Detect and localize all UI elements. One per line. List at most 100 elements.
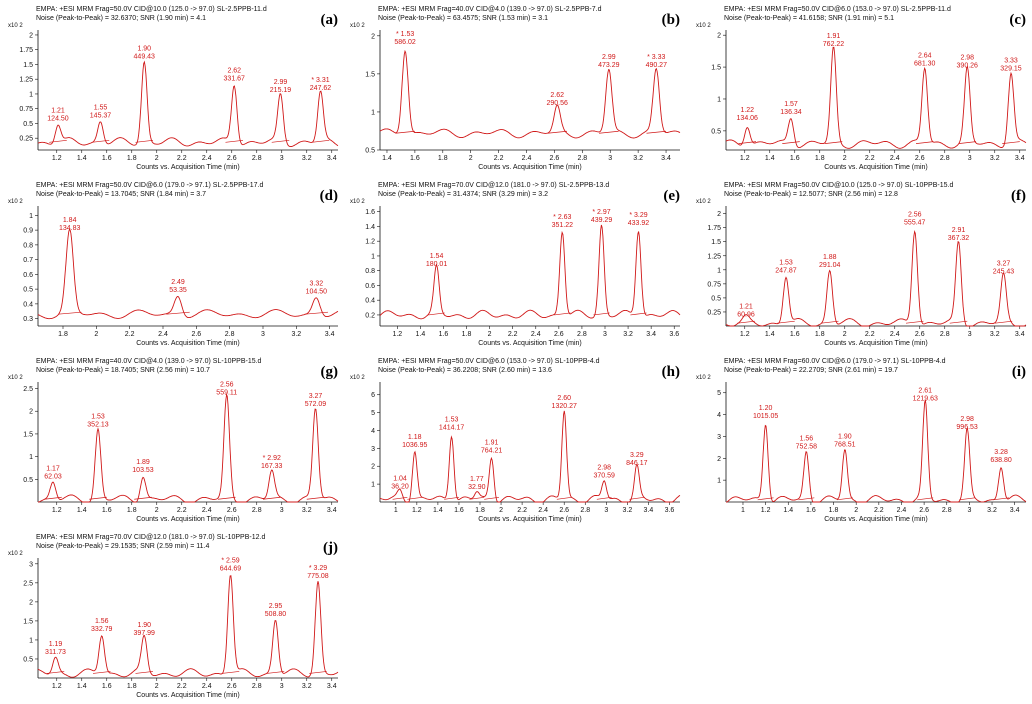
peak-rt-label: 1.91 [827,33,841,40]
x-tick-label: 2.4 [531,331,541,338]
peak-rt-label: 2.61 [918,388,932,395]
chart-title: EMPA: +ESI MRM Frag=70.0V CID@12.0 (181.… [36,534,265,541]
noise-snr-text: Noise (Peak-to-Peak) = 13.7045; SNR (1.8… [36,191,206,198]
peak-rt-label: 1.54 [430,253,444,260]
x-tick-label: 2 [843,155,847,162]
y-tick-label: 0.5 [23,477,33,484]
peak-baseline [599,130,619,134]
peak-baseline [824,141,843,144]
peak-baseline [820,320,839,324]
chart-title: EMPA: +ESI MRM Frag=60.0V CID@6.0 (179.0… [724,358,946,365]
x-tick-label: 1.2 [52,507,62,514]
peak-rt-label: 1.19 [49,641,63,648]
peak-baseline [646,130,667,134]
peak-area-label: 145.37 [90,113,112,120]
x-tick-label: 1.8 [127,683,137,690]
peak-area-label: 62.03 [44,474,62,481]
peak-baseline [57,311,82,315]
peak-area-label: 752.58 [796,444,818,451]
y-tick-label: 4 [371,428,375,435]
peak-area-label: 473.29 [598,62,620,69]
y-tick-label: 0.3 [23,316,33,323]
peak-area-label: 104.50 [306,289,328,296]
y-tick-label: 2 [29,32,33,39]
peak-rt-label: 1.90 [137,46,151,53]
noise-snr-text: Noise (Peak-to-Peak) = 41.6158; SNR (1.9… [724,15,894,22]
peak-area-label: 508.80 [265,611,287,618]
x-tick-label: 1.4 [77,155,87,162]
x-tick-label: 3 [604,507,608,514]
chromatogram-c: EMPA: +ESI MRM Frag=50.0V CID@6.0 (153.0… [696,6,1027,171]
x-tick-label: 1.6 [102,507,112,514]
peak-area-label: 331.67 [224,75,246,82]
panel-i: EMPA: +ESI MRM Frag=60.0V CID@6.0 (179.0… [690,354,1030,524]
noise-snr-text: Noise (Peak-to-Peak) = 18.7405; SNR (2.5… [36,367,210,374]
x-tick-label: 1.8 [58,331,68,338]
chromatogram-g: EMPA: +ESI MRM Frag=40.0V CID@4.0 (139.0… [8,358,339,523]
panel-label-f: (f) [1011,188,1026,204]
x-tick-label: 1 [394,507,398,514]
y-tick-label: 6 [371,392,375,399]
peak-rt-label: 3.29 [630,452,644,459]
peak-area-label: 370.59 [593,473,615,480]
x-tick-label: 3.6 [669,331,679,338]
x-tick-label: 1.8 [475,507,485,514]
y-tick-label: 1.75 [19,47,33,54]
peak-baseline [395,130,415,134]
chart-title: EMPA: +ESI MRM Frag=40.0V CID@4.0 (139.0… [378,6,602,13]
peak-baseline [738,141,757,144]
y-tick-label: 1.5 [23,62,33,69]
panel-label-c: (c) [1009,12,1026,28]
peak-area-label: 439.29 [591,217,613,224]
x-tick-label: 2.8 [940,155,950,162]
y-tick-label: 0.4 [23,301,33,308]
x-tick-label: 1.4 [765,331,775,338]
y-tick-label: 0.5 [23,656,33,663]
chart-title: EMPA: +ESI MRM Frag=40.0V CID@4.0 (139.0… [36,358,262,365]
peak-rt-label: 2.99 [602,54,616,61]
x-tick-label: 3.2 [987,507,997,514]
y-multiplier: x10 2 [696,23,711,29]
peak-baseline [757,497,774,501]
x-tick-label: 1.8 [815,331,825,338]
x-tick-label: 3.4 [327,155,337,162]
panel-a: EMPA: +ESI MRM Frag=50.0V CID@10.0 (125.… [2,2,342,172]
x-tick-label: 1.4 [416,331,426,338]
peak-rt-label: 1.84 [63,217,77,224]
peak-rt-label: 1.53 [445,416,459,423]
peak-baseline [221,671,240,674]
y-tick-label: 0.75 [19,106,33,113]
x-tick-label: 2.8 [940,331,950,338]
y-tick-label: 1 [371,482,375,489]
panel-label-j: (j) [323,540,338,556]
x-tick-label: 1.4 [77,507,87,514]
x-axis-label: Counts vs. Acquisition Time (min) [478,340,581,347]
peak-baseline [469,496,485,500]
chromatogram-b: EMPA: +ESI MRM Frag=40.0V CID@4.0 (139.0… [350,6,681,171]
y-tick-label: 0.9 [23,228,33,235]
peak-baseline [135,671,154,674]
peak-baseline [798,497,815,501]
y-tick-label: 2.5 [23,386,33,393]
peak-rt-label: 1.53 [91,413,105,420]
x-tick-label: 2.8 [252,683,262,690]
x-axis-label: Counts vs. Acquisition Time (min) [136,516,239,523]
peak-area-label: 559.11 [216,390,237,397]
peak-area-label: 311.73 [45,649,66,656]
x-tick-label: 2.8 [577,155,587,162]
x-tick-label: 3 [968,331,972,338]
x-tick-label: 2.6 [559,507,569,514]
x-axis-label: Counts vs. Acquisition Time (min) [478,164,581,171]
x-tick-label: 2 [155,507,159,514]
peak-rt-label: * 3.29 [309,565,327,572]
peak-area-label: 180.01 [426,261,448,268]
peak-area-label: 846.17 [626,460,648,467]
peak-baseline [306,496,325,500]
peak-area-label: 245.43 [993,269,1015,276]
peak-rt-label: 1.77 [470,476,484,483]
noise-snr-text: Noise (Peak-to-Peak) = 12.5077; SNR (2.5… [724,191,898,198]
x-tick-label: 2.2 [177,507,187,514]
peak-baseline [554,312,571,316]
x-tick-label: 2.6 [227,507,237,514]
x-tick-label: 2.6 [191,331,201,338]
